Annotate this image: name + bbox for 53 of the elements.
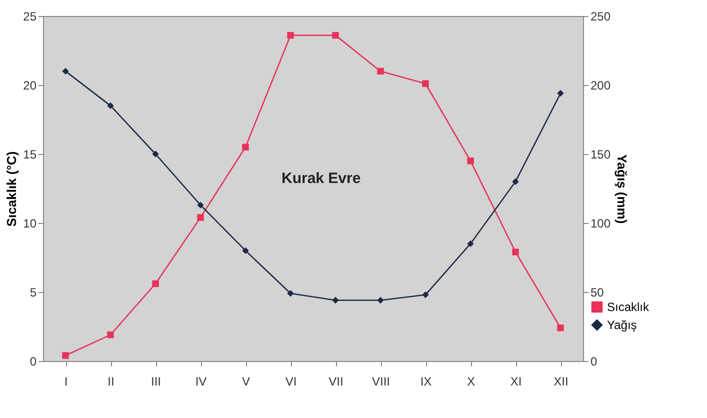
point — [377, 296, 384, 304]
y2-tick-label: 250 — [590, 10, 611, 24]
point — [152, 150, 159, 158]
annotation: Kurak Evre — [281, 170, 361, 188]
point — [287, 32, 294, 39]
point — [287, 290, 294, 297]
y-tick-label: 5 — [30, 286, 37, 300]
y2-tick-label: 50 — [590, 286, 604, 300]
x-tick-label: VII — [328, 374, 344, 388]
y-tick-label: 25 — [23, 10, 37, 24]
x-tick-label: X — [466, 374, 476, 388]
point — [62, 352, 69, 359]
point — [62, 68, 69, 75]
legend-label: Sıcaklık — [607, 300, 650, 314]
point — [557, 90, 564, 97]
point — [467, 240, 474, 248]
x-tick-label: I — [64, 374, 68, 388]
point — [467, 158, 474, 164]
legend-label: Yağış — [607, 318, 637, 332]
point — [377, 68, 384, 75]
point — [242, 144, 249, 150]
point — [422, 80, 429, 87]
x-tick-label: IX — [420, 374, 432, 388]
x-tick-label: VIII — [372, 374, 390, 388]
x-tick-label: III — [150, 374, 162, 388]
y-tick-label: 0 — [30, 354, 37, 368]
point — [197, 202, 204, 208]
y-tick-label: 15 — [23, 148, 37, 162]
point — [557, 324, 564, 332]
point — [242, 247, 249, 254]
point — [512, 248, 519, 256]
x-tick-label: XI — [510, 374, 522, 388]
x-tick-label: XII — [554, 374, 568, 388]
x-tick-label: IV — [195, 374, 207, 388]
y2-tick-label: 100 — [590, 216, 611, 230]
point — [512, 178, 519, 185]
point — [107, 331, 114, 338]
point — [332, 32, 339, 39]
point — [422, 291, 429, 298]
point — [332, 296, 339, 304]
y2-tick-label: 150 — [590, 148, 611, 162]
y2-tick-label: 200 — [590, 78, 611, 92]
x-tick-label: VI — [285, 374, 297, 388]
y-tick-label: 10 — [23, 216, 37, 230]
y-tick-label: 20 — [23, 78, 37, 92]
y-axis-title: Sıcaklık (°C) — [4, 151, 20, 227]
y2-tick-label: 0 — [590, 354, 598, 368]
x-tick-label: II — [108, 374, 114, 388]
point — [152, 280, 159, 288]
point — [107, 102, 114, 110]
x-tick-label: V — [242, 374, 250, 388]
point — [197, 214, 204, 221]
y2-axis-title: Yağış (mm) — [614, 154, 630, 224]
